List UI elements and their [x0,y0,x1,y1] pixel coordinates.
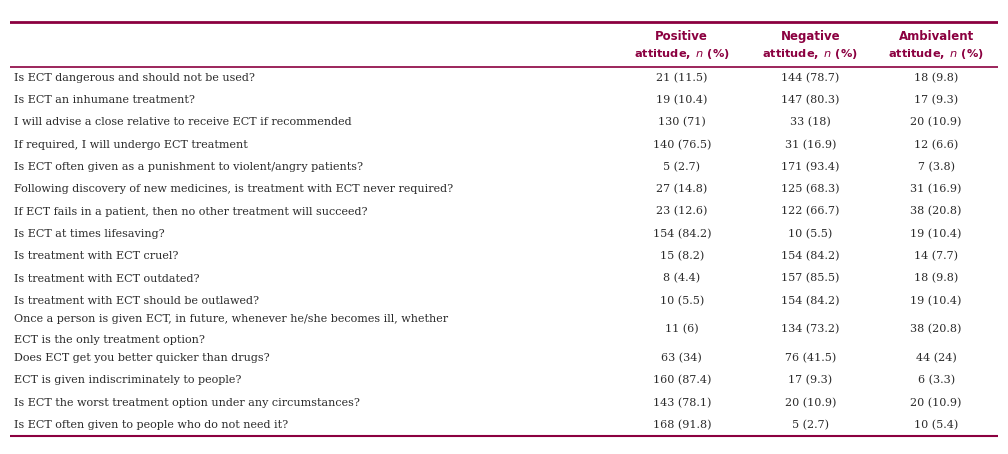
Text: 171 (93.4): 171 (93.4) [781,162,840,172]
Text: 154 (84.2): 154 (84.2) [652,229,711,239]
Text: Ambivalent: Ambivalent [898,30,974,43]
Text: 76 (41.5): 76 (41.5) [784,353,836,363]
Text: 5 (2.7): 5 (2.7) [791,420,829,430]
Text: 7 (3.8): 7 (3.8) [917,162,955,172]
Text: Is ECT often given as a punishment to violent/angry patients?: Is ECT often given as a punishment to vi… [14,162,363,172]
Text: ECT is given indiscriminately to people?: ECT is given indiscriminately to people? [14,375,241,385]
Text: Does ECT get you better quicker than drugs?: Does ECT get you better quicker than dru… [14,353,270,363]
Text: If required, I will undergo ECT treatment: If required, I will undergo ECT treatmen… [14,140,248,150]
Text: Is treatment with ECT should be outlawed?: Is treatment with ECT should be outlawed… [14,296,259,306]
Text: 19 (10.4): 19 (10.4) [910,296,962,306]
Text: I will advise a close relative to receive ECT if recommended: I will advise a close relative to receiv… [14,117,352,127]
Text: 33 (18): 33 (18) [790,117,831,128]
Text: 160 (87.4): 160 (87.4) [652,375,711,385]
Text: 44 (24): 44 (24) [916,353,957,363]
Text: Is ECT dangerous and should not be used?: Is ECT dangerous and should not be used? [14,73,255,83]
Text: 10 (5.4): 10 (5.4) [914,420,959,430]
Text: 18 (9.8): 18 (9.8) [914,273,959,284]
Text: 19 (10.4): 19 (10.4) [910,229,962,239]
Text: Is ECT often given to people who do not need it?: Is ECT often given to people who do not … [14,420,288,430]
Text: 18 (9.8): 18 (9.8) [914,73,959,83]
Text: 12 (6.6): 12 (6.6) [914,139,959,150]
Text: 27 (14.8): 27 (14.8) [656,184,708,194]
Text: 130 (71): 130 (71) [658,117,706,128]
Text: 147 (80.3): 147 (80.3) [781,95,840,105]
Text: 15 (8.2): 15 (8.2) [659,251,704,262]
Text: Is ECT the worst treatment option under any circumstances?: Is ECT the worst treatment option under … [14,398,360,408]
Text: 38 (20.8): 38 (20.8) [910,324,962,335]
Text: Positive: Positive [655,30,709,43]
Text: Negative: Negative [780,30,840,43]
Text: 31 (16.9): 31 (16.9) [784,139,836,150]
Text: 17 (9.3): 17 (9.3) [788,375,833,385]
Text: 144 (78.7): 144 (78.7) [781,73,840,83]
Text: 10 (5.5): 10 (5.5) [659,296,704,306]
Text: Following discovery of new medicines, is treatment with ECT never required?: Following discovery of new medicines, is… [14,184,454,194]
Text: 19 (10.4): 19 (10.4) [656,95,708,105]
Text: 157 (85.5): 157 (85.5) [781,273,840,284]
Text: 23 (12.6): 23 (12.6) [656,207,708,217]
Text: Once a person is given ECT, in future, whenever he/she becomes ill, whether: Once a person is given ECT, in future, w… [14,314,449,324]
Text: 20 (10.9): 20 (10.9) [910,117,962,128]
Text: $\mathbf{attitude,}$ $\mathit{n}$ $\mathbf{(\%)}$: $\mathbf{attitude,}$ $\mathit{n}$ $\math… [888,47,984,61]
Text: 154 (84.2): 154 (84.2) [781,251,840,262]
Text: Is treatment with ECT cruel?: Is treatment with ECT cruel? [14,251,178,261]
Text: 168 (91.8): 168 (91.8) [652,420,711,430]
Text: 21 (11.5): 21 (11.5) [656,73,708,83]
Text: Is ECT an inhumane treatment?: Is ECT an inhumane treatment? [14,95,195,105]
Text: If ECT fails in a patient, then no other treatment will succeed?: If ECT fails in a patient, then no other… [14,207,368,217]
Text: 134 (73.2): 134 (73.2) [781,324,840,335]
Text: 122 (66.7): 122 (66.7) [781,207,840,217]
Text: 20 (10.9): 20 (10.9) [910,398,962,408]
Text: 31 (16.9): 31 (16.9) [910,184,962,194]
Text: 14 (7.7): 14 (7.7) [914,251,959,262]
Text: 20 (10.9): 20 (10.9) [784,398,836,408]
Text: 63 (34): 63 (34) [661,353,703,363]
Text: 8 (4.4): 8 (4.4) [663,273,701,284]
Text: $\mathbf{attitude,}$ $\mathit{n}$ $\mathbf{(\%)}$: $\mathbf{attitude,}$ $\mathit{n}$ $\math… [762,47,858,61]
Text: ECT is the only treatment option?: ECT is the only treatment option? [14,335,205,345]
Text: 125 (68.3): 125 (68.3) [781,184,840,194]
Text: 140 (76.5): 140 (76.5) [652,139,711,150]
Text: 10 (5.5): 10 (5.5) [788,229,833,239]
Text: Is ECT at times lifesaving?: Is ECT at times lifesaving? [14,229,164,239]
Text: 38 (20.8): 38 (20.8) [910,207,962,217]
Text: 143 (78.1): 143 (78.1) [652,398,711,408]
Text: $\mathbf{attitude,}$ $\mathit{n}$ $\mathbf{(\%)}$: $\mathbf{attitude,}$ $\mathit{n}$ $\math… [634,47,730,61]
Text: 11 (6): 11 (6) [665,324,699,335]
Text: Is treatment with ECT outdated?: Is treatment with ECT outdated? [14,273,200,283]
Text: 154 (84.2): 154 (84.2) [781,296,840,306]
Text: 17 (9.3): 17 (9.3) [914,95,959,105]
Text: 6 (3.3): 6 (3.3) [917,375,955,385]
Text: 5 (2.7): 5 (2.7) [663,162,701,172]
